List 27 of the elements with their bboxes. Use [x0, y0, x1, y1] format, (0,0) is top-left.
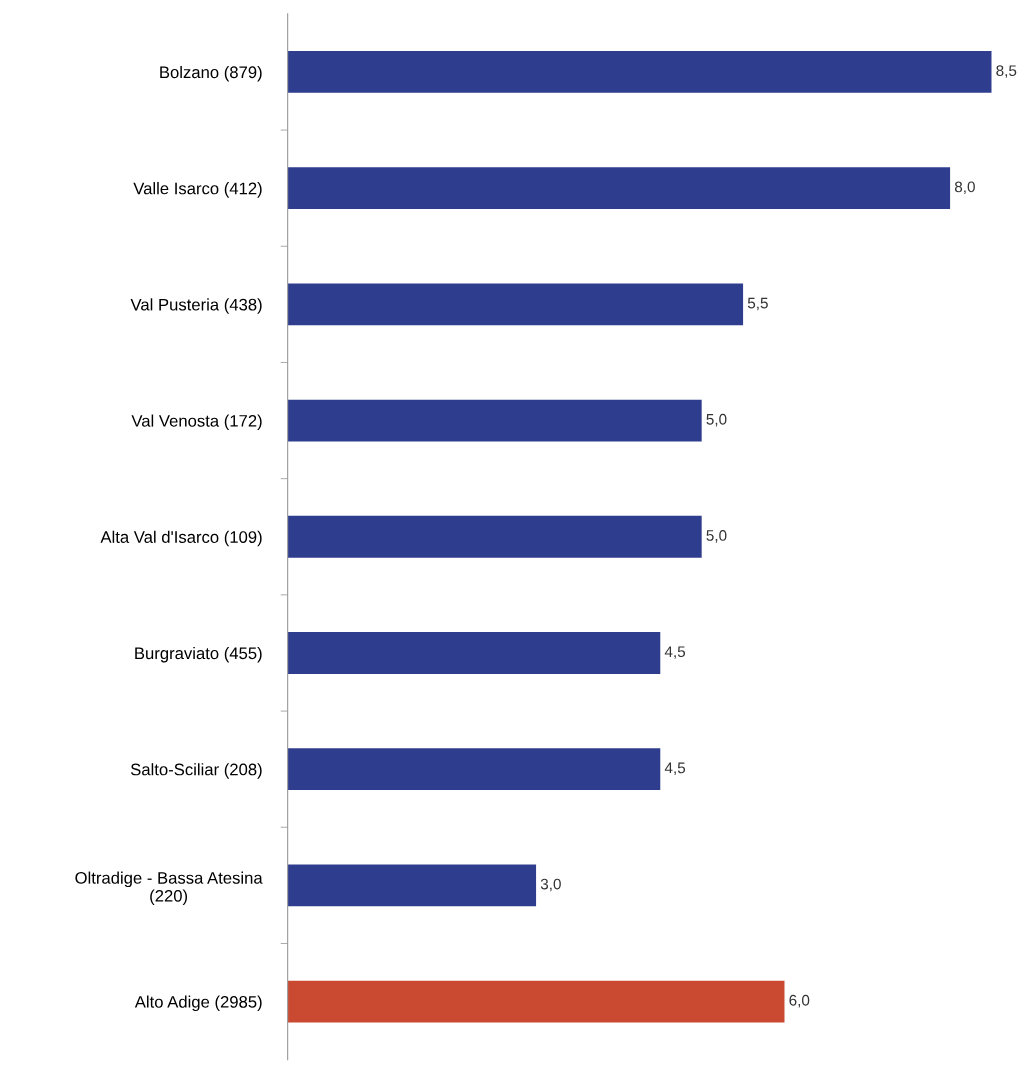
bar — [287, 980, 785, 1023]
data-label: 4,5 — [664, 646, 686, 659]
y-tick-label: Burgraviato (455) — [135, 646, 262, 663]
data-label: 5,5 — [747, 297, 768, 311]
bar — [287, 51, 992, 93]
data-label: 3,0 — [540, 878, 561, 892]
data-label: 4,5 — [664, 762, 686, 776]
y-tick-label: Bolzano (879) — [160, 65, 262, 82]
y-tick-label: Salto-Sciliar (208) — [130, 763, 262, 779]
y-tick-label: Val Venosta (172) — [131, 414, 262, 431]
data-label: 6,0 — [789, 994, 810, 1008]
y-tick-label: Alta Val d'Isarco (109) — [100, 530, 262, 547]
bar — [287, 864, 537, 907]
bar — [287, 167, 951, 210]
data-label: 8,5 — [996, 65, 1017, 78]
bar — [287, 632, 661, 674]
data-label: 8,0 — [954, 181, 975, 195]
y-tick-label: Valle Isarco (412) — [133, 182, 262, 198]
bar — [287, 399, 702, 442]
y-tick-label: Val Pusteria (438) — [130, 298, 262, 314]
y-tick-label: Oltradige - Bassa Atesina (220) — [75, 871, 263, 906]
data-label: 5,0 — [706, 530, 727, 543]
data-label: 5,0 — [706, 413, 727, 427]
bar — [287, 515, 702, 558]
y-tick-label: Alto Adige (2985) — [134, 995, 262, 1012]
bar — [287, 748, 661, 791]
bar — [287, 283, 744, 326]
